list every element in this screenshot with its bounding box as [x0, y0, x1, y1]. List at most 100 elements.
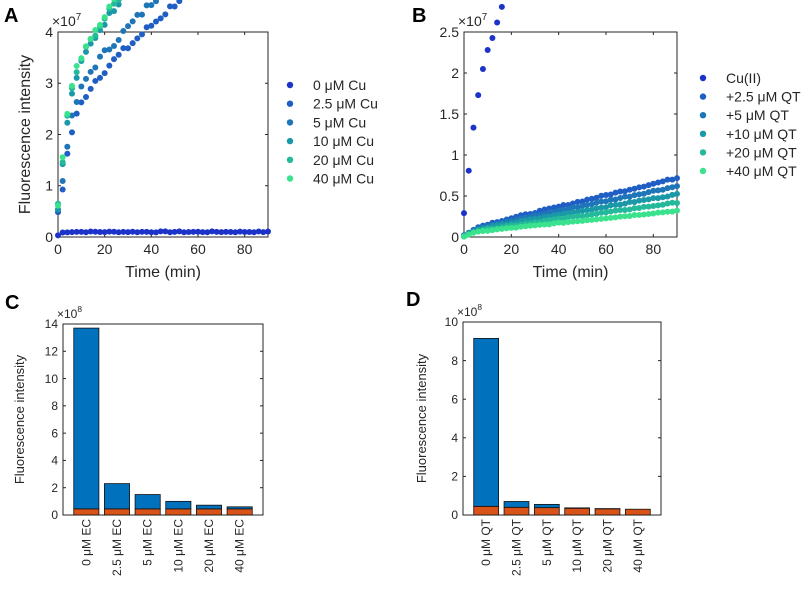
- data-point: [489, 35, 495, 41]
- x-tick-label: 40: [551, 241, 567, 257]
- x-tick-label: 2.5 μM QT: [510, 518, 524, 576]
- data-point: [674, 191, 680, 197]
- x-axis-label: Time (min): [533, 264, 609, 281]
- x-tick-label: 40 μM EC: [233, 519, 247, 573]
- data-point: [674, 175, 680, 181]
- x-tick-label: 0: [54, 241, 62, 257]
- data-point: [88, 36, 94, 42]
- bar-top: [166, 501, 191, 509]
- y-tick-label: 0: [451, 508, 458, 522]
- data-point: [125, 45, 131, 51]
- y-tick-label: 0: [45, 229, 53, 245]
- data-point: [265, 228, 271, 234]
- data-point: [134, 35, 140, 41]
- data-point: [674, 200, 680, 206]
- bar-top: [474, 338, 499, 506]
- x-tick-label: 40: [144, 241, 160, 257]
- series-40-M-Cu: [55, 0, 271, 209]
- bar-top: [74, 328, 99, 509]
- data-point: [88, 69, 94, 75]
- y-tick-label: 6: [51, 426, 58, 440]
- bar-top: [227, 507, 252, 509]
- bar-bottom: [534, 508, 559, 515]
- plot-box: [58, 32, 268, 237]
- data-point: [97, 22, 103, 28]
- data-point: [83, 94, 89, 100]
- data-point: [466, 168, 472, 174]
- panel-label: C: [5, 292, 19, 314]
- legend-marker: [700, 112, 706, 118]
- y-exponent-label: ×108: [457, 302, 482, 319]
- data-point: [153, 0, 159, 4]
- legend-entry: 20 μM Cu: [313, 152, 374, 168]
- bar-bottom: [104, 509, 129, 515]
- bar-bottom: [565, 508, 590, 515]
- data-point: [158, 15, 164, 21]
- data-point: [148, 23, 154, 29]
- bar-top: [135, 495, 160, 509]
- x-tick-label: 40 μM QT: [631, 518, 645, 572]
- x-tick-label: 20: [97, 241, 113, 257]
- x-tick-label: 20: [504, 241, 520, 257]
- data-point: [64, 120, 70, 126]
- data-point: [69, 91, 75, 97]
- data-point: [674, 208, 680, 214]
- data-point: [176, 0, 182, 4]
- y-exponent-label: ×107: [52, 12, 81, 29]
- bar-top: [104, 484, 129, 509]
- data-point: [139, 12, 145, 18]
- x-tick-label: 80: [646, 241, 662, 257]
- bar-bottom: [74, 509, 99, 515]
- y-axis-label: Fluorescence intensity: [12, 354, 27, 484]
- x-tick-label: 5 μM EC: [141, 519, 155, 566]
- data-point: [475, 92, 481, 98]
- bar-bottom: [135, 509, 160, 515]
- y-tick-label: 1: [45, 178, 53, 194]
- data-point: [60, 154, 66, 160]
- data-point: [130, 18, 136, 24]
- data-point: [111, 43, 117, 49]
- y-tick-label: 2: [51, 481, 58, 495]
- x-tick-label: 0 μM QT: [479, 518, 493, 566]
- bar-bottom: [227, 509, 252, 515]
- bar-bottom: [595, 509, 620, 515]
- data-point: [74, 69, 80, 75]
- data-point: [92, 27, 98, 33]
- y-exponent-label: ×108: [57, 304, 82, 321]
- data-point: [139, 31, 145, 37]
- y-tick-label: 0: [451, 229, 459, 245]
- panel-label: A: [4, 5, 18, 27]
- y-tick-label: 8: [51, 399, 58, 413]
- data-point: [64, 144, 70, 150]
- legend-marker: [700, 93, 706, 99]
- bar-top: [504, 501, 529, 507]
- y-tick-label: 2: [451, 65, 459, 81]
- data-point: [499, 4, 505, 10]
- y-tick-label: 2: [451, 470, 458, 484]
- data-point: [102, 14, 108, 20]
- y-tick-label: 4: [51, 454, 58, 468]
- x-tick-label: 10 μM EC: [171, 519, 185, 573]
- legend-marker: [287, 101, 293, 107]
- bar-top: [196, 505, 221, 509]
- data-point: [60, 178, 66, 184]
- data-point: [162, 11, 168, 17]
- x-tick-label: 20 μM EC: [202, 519, 216, 573]
- data-point: [83, 43, 89, 49]
- x-tick-label: 0: [460, 241, 468, 257]
- data-point: [470, 125, 476, 131]
- y-tick-label: 12: [45, 344, 59, 358]
- data-point: [78, 55, 84, 61]
- y-tick-label: 10: [45, 372, 59, 386]
- bar-bottom: [196, 509, 221, 515]
- data-point: [74, 75, 80, 81]
- legend-marker: [287, 119, 293, 125]
- y-tick-label: 6: [451, 392, 458, 406]
- y-axis-label: Fluorescence intensity: [17, 55, 34, 214]
- x-tick-label: 80: [237, 241, 253, 257]
- data-point: [97, 75, 103, 81]
